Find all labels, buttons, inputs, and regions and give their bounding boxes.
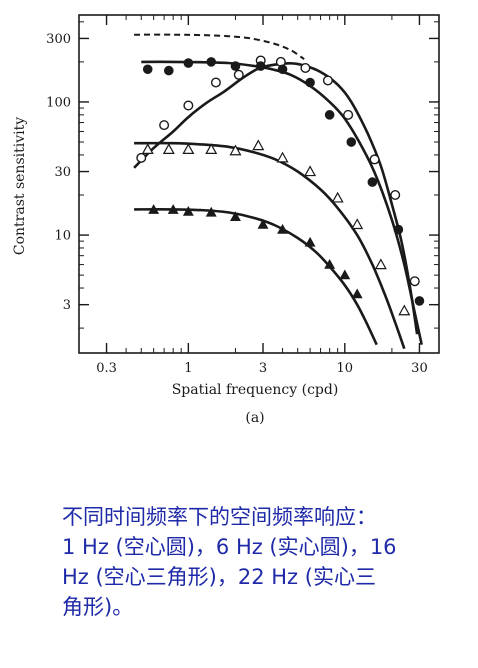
point-filled-circle: [230, 61, 241, 71]
point-open-triangle: [374, 258, 387, 270]
x-tick-label: 3: [259, 361, 267, 376]
point-open-circle: [409, 276, 420, 287]
caption-line: Hz (空心三角形)，22 Hz (实心三: [62, 565, 376, 589]
point-filled-triangle: [148, 204, 160, 214]
point-filled-triangle: [167, 204, 179, 214]
point-open-triangle: [182, 143, 195, 155]
point-filled-triangle: [205, 206, 217, 217]
fit-curve-open-circle: [133, 61, 419, 335]
point-filled-triangle: [277, 223, 288, 234]
point-open-triangle: [229, 144, 242, 156]
contrast-sensitivity-chart: 0.3 1 3 10 30 3 10 30 100 300 Spatial frequency (…: [12, 14, 440, 426]
dashed-envelope-curve: [134, 33, 305, 60]
point-open-triangle: [398, 304, 411, 316]
fit-curve-filled-triangle: [134, 208, 378, 346]
point-open-circle: [136, 152, 147, 163]
point-open-triangle: [162, 143, 175, 155]
y-axis-label: Contrast sensitivity: [12, 117, 28, 255]
figure-caption: 不同时间频率下的空间频率响应： 1 Hz (空心圆)，6 Hz (实心圆)，16…: [62, 502, 462, 622]
point-filled-triangle: [339, 269, 351, 280]
point-filled-triangle: [324, 258, 336, 269]
x-tick-label: 1: [184, 361, 192, 376]
caption-line: 角形)。: [62, 595, 134, 619]
point-open-triangle: [304, 165, 317, 177]
panel-label: (a): [245, 410, 264, 426]
y-tick-label: 10: [54, 229, 71, 244]
point-open-circle: [233, 69, 244, 80]
x-tick-label: 30: [411, 361, 428, 376]
point-open-triangle: [252, 139, 265, 151]
point-filled-circle: [367, 177, 378, 187]
point-filled-circle: [393, 224, 404, 235]
fit-curve-open-triangle: [134, 141, 406, 350]
point-filled-circle: [305, 77, 315, 88]
x-axis-label: Spatial frequency (cpd): [172, 382, 339, 398]
y-tick-label: 30: [54, 165, 71, 180]
point-filled-circle: [324, 110, 335, 120]
point-filled-triangle: [257, 218, 269, 229]
y-tick-label: 100: [46, 95, 71, 110]
point-open-triangle: [331, 191, 344, 203]
point-filled-circle: [277, 64, 288, 75]
y-tick-label: 300: [46, 32, 71, 47]
point-filled-circle: [164, 65, 174, 76]
point-open-triangle: [205, 143, 218, 155]
point-open-circle: [343, 109, 354, 120]
point-open-circle: [322, 75, 333, 86]
plot-frame: [78, 14, 440, 354]
x-tick-label: 10: [337, 361, 354, 376]
x-tick-label: 0.3: [96, 361, 117, 376]
point-filled-circle: [255, 61, 266, 71]
point-open-circle: [210, 77, 221, 88]
point-filled-circle: [206, 57, 217, 67]
point-open-triangle: [141, 143, 154, 155]
tick-labels: 0.3 1 3 10 30 3 10 30 100 300: [46, 32, 428, 376]
data-markers: [136, 55, 425, 316]
point-filled-triangle: [230, 211, 241, 222]
y-tick-label: 3: [63, 298, 71, 313]
point-filled-circle: [183, 58, 194, 68]
point-filled-triangle: [304, 236, 316, 247]
axis-ticks: [79, 15, 439, 353]
point-open-circle: [390, 189, 401, 200]
point-filled-triangle: [182, 205, 194, 216]
point-open-triangle: [351, 218, 364, 230]
point-open-triangle: [276, 151, 289, 163]
caption-line: 1 Hz (空心圆)，6 Hz (实心圆)，16: [62, 535, 397, 559]
point-open-circle: [183, 100, 194, 111]
point-open-circle: [159, 120, 170, 131]
point-filled-circle: [414, 296, 425, 306]
point-open-circle: [300, 62, 311, 73]
caption-line: 不同时间频率下的空间频率响应：: [62, 505, 377, 529]
point-filled-circle: [142, 64, 153, 75]
point-open-circle: [369, 154, 380, 165]
point-filled-triangle: [351, 288, 363, 299]
point-filled-circle: [346, 137, 357, 147]
